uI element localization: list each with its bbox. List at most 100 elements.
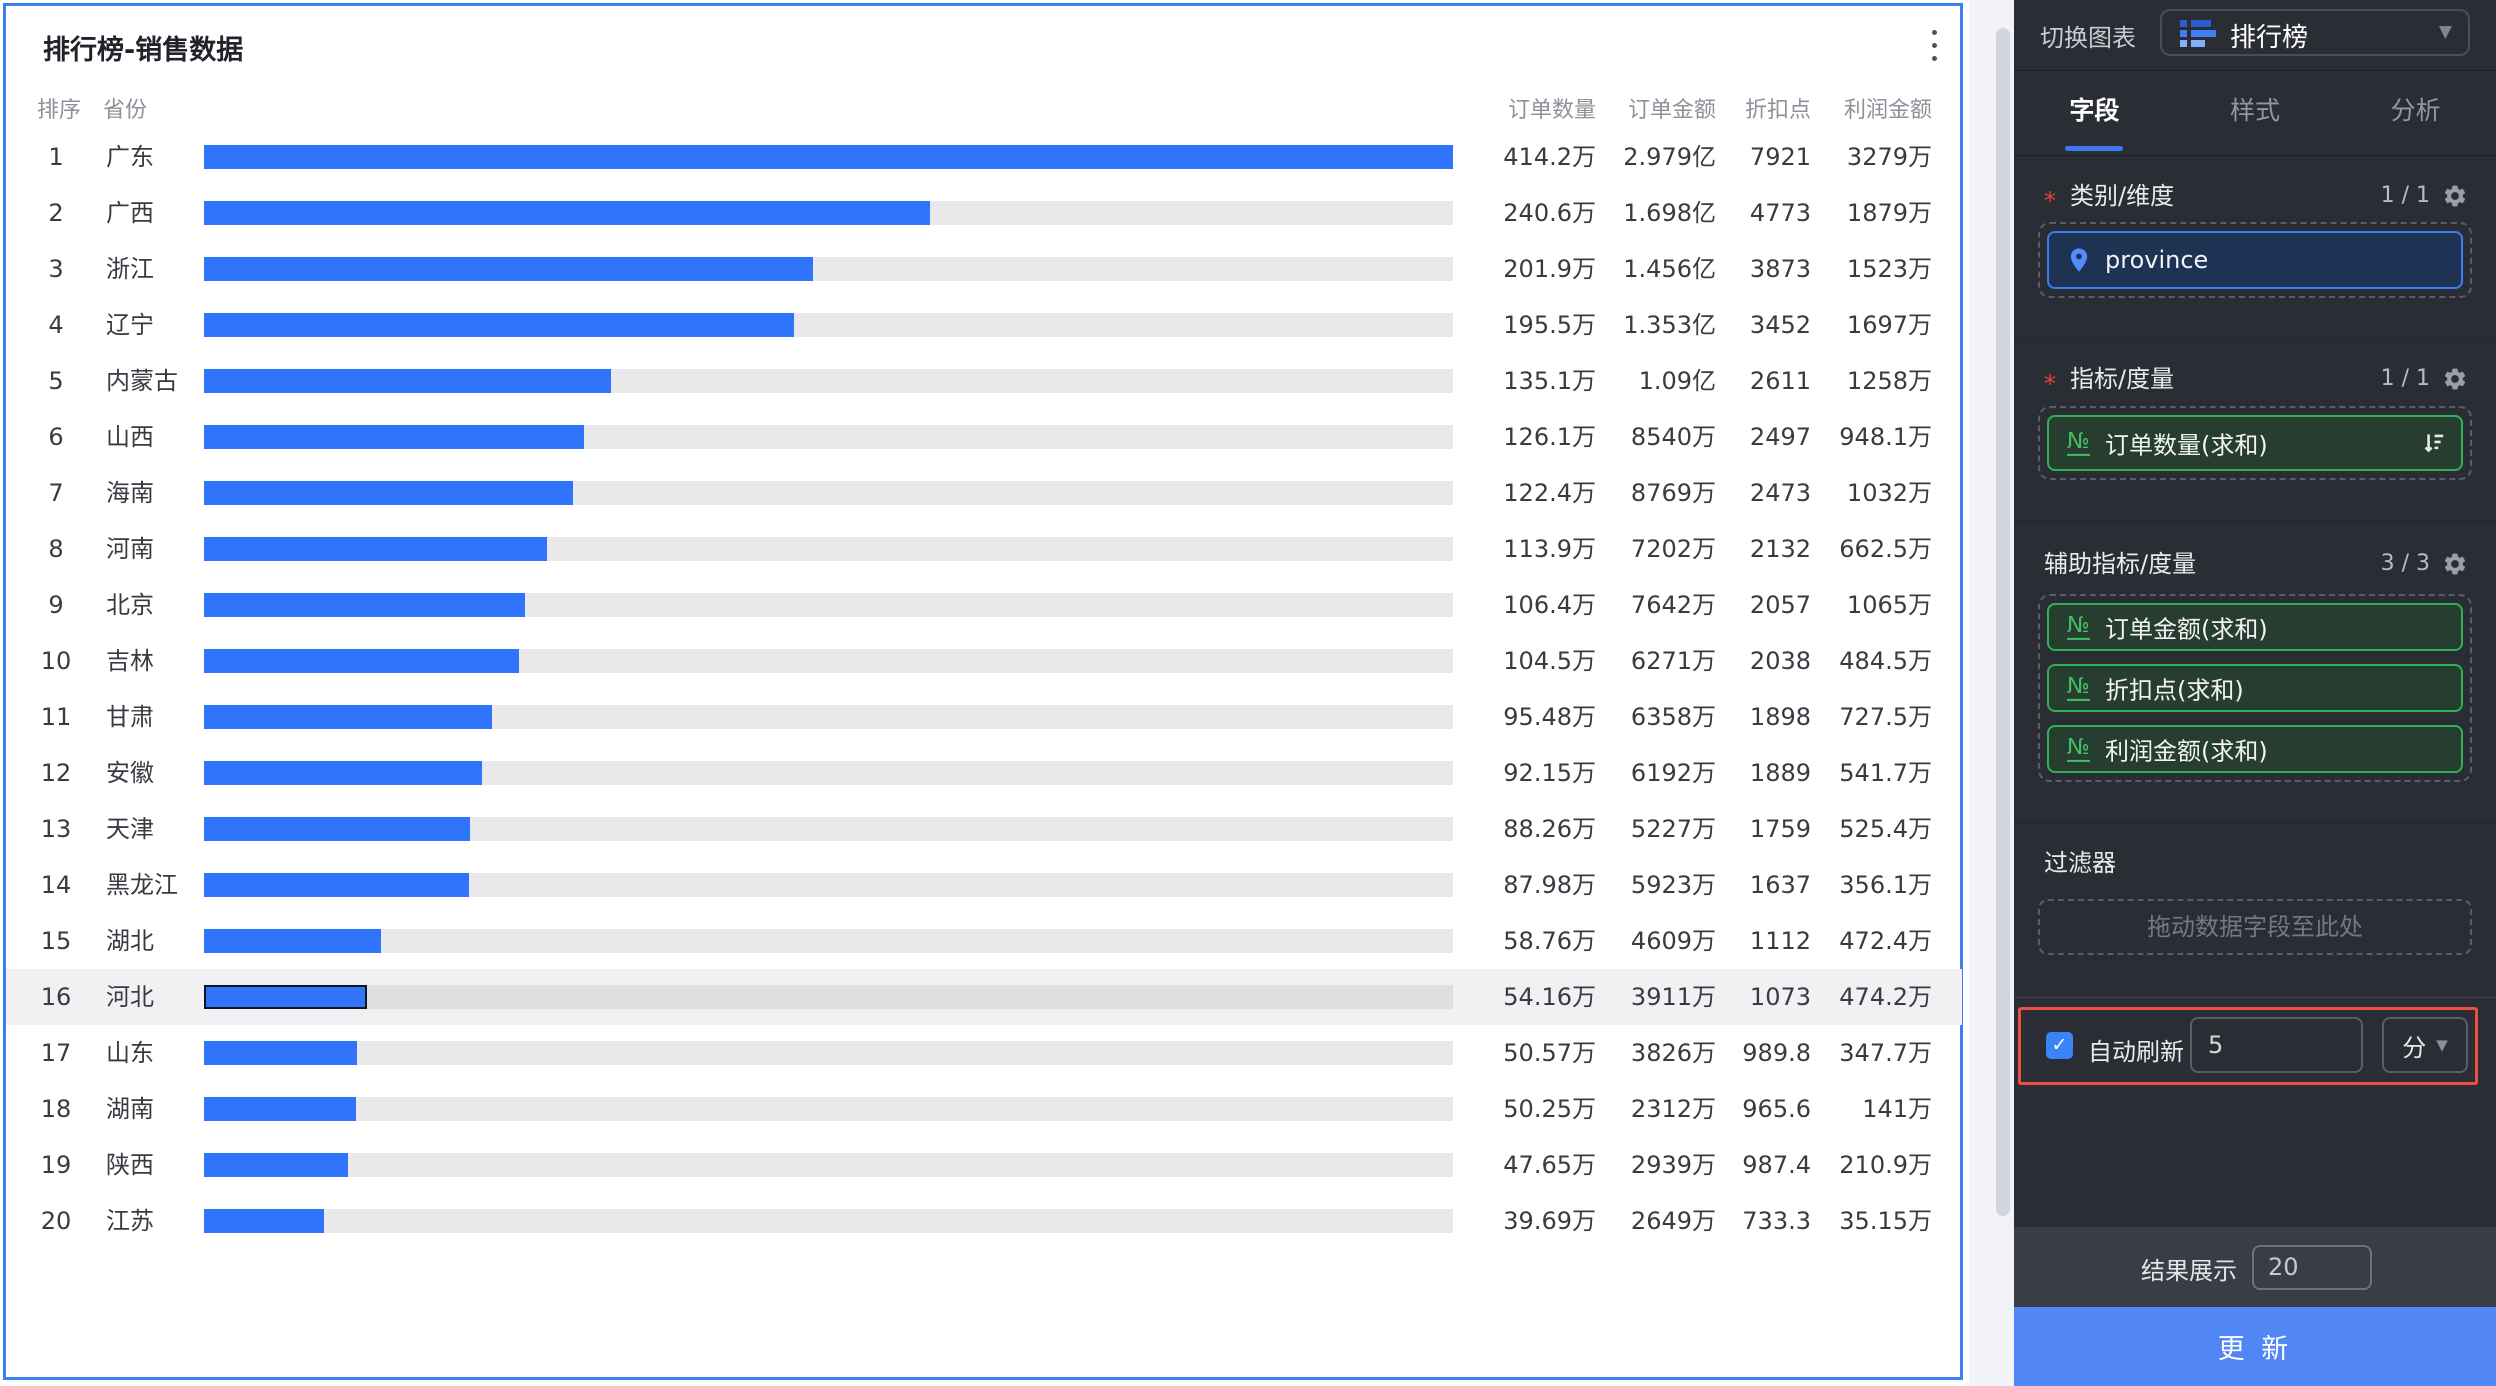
measure-dropzone[interactable]: № 订单数量(求和) bbox=[2038, 406, 2472, 480]
amount-cell: 7202万 bbox=[1630, 535, 1716, 563]
discount-cell: 965.6 bbox=[1742, 1095, 1811, 1123]
table-row[interactable]: 11 甘肃 95.48万 6358万 1898 727.5万 bbox=[6, 689, 1962, 745]
sort-descending-icon[interactable] bbox=[2421, 430, 2447, 456]
bar[interactable] bbox=[204, 481, 574, 505]
tab-style[interactable]: 样式 bbox=[2230, 96, 2281, 125]
bar[interactable] bbox=[204, 929, 382, 953]
table-row[interactable]: 14 黑龙江 87.98万 5923万 1637 356.1万 bbox=[6, 857, 1962, 913]
table-row[interactable]: 6 山西 126.1万 8540万 2497 948.1万 bbox=[6, 409, 1962, 465]
bar[interactable] bbox=[204, 313, 794, 337]
bar[interactable] bbox=[204, 257, 813, 281]
category-dropzone[interactable]: province bbox=[2038, 222, 2472, 298]
chip-label: 利润金额(求和) bbox=[2105, 737, 2268, 766]
orders-cell: 58.76万 bbox=[1503, 927, 1596, 955]
bar[interactable] bbox=[204, 649, 520, 673]
auto-refresh-checkbox[interactable]: ✓ bbox=[2046, 1032, 2073, 1059]
table-row[interactable]: 8 河南 113.9万 7202万 2132 662.5万 bbox=[6, 521, 1962, 577]
chevron-down-icon: ▼ bbox=[2436, 1036, 2448, 1054]
table-row[interactable]: 1 广东 414.2万 2.979亿 7921 3279万 bbox=[6, 129, 1962, 185]
tab-analysis[interactable]: 分析 bbox=[2390, 96, 2441, 125]
province-cell: 广西 bbox=[106, 199, 154, 227]
dimension-chip[interactable]: province bbox=[2047, 231, 2463, 289]
bar-track bbox=[204, 761, 1453, 785]
bar[interactable] bbox=[204, 873, 470, 897]
rank-cell: 2 bbox=[48, 199, 64, 227]
province-cell: 甘肃 bbox=[106, 703, 154, 731]
chart-type-select[interactable]: 排行榜 ▼ bbox=[2160, 9, 2470, 56]
measure-chip[interactable]: № 订单数量(求和) bbox=[2047, 415, 2463, 471]
table-row[interactable]: 5 内蒙古 135.1万 1.09亿 2611 1258万 bbox=[6, 353, 1962, 409]
discount-cell: 989.8 bbox=[1742, 1039, 1811, 1067]
profit-cell: 35.15万 bbox=[1839, 1207, 1932, 1235]
bar[interactable] bbox=[204, 369, 612, 393]
bar[interactable] bbox=[204, 985, 368, 1009]
aux-count: 3 / 3 bbox=[2380, 551, 2430, 576]
scrollbar-thumb[interactable] bbox=[1996, 28, 2010, 1216]
bar[interactable] bbox=[204, 425, 585, 449]
profit-cell: 472.4万 bbox=[1839, 927, 1932, 955]
orders-cell: 201.9万 bbox=[1503, 255, 1596, 283]
table-row[interactable]: 20 江苏 39.69万 2649万 733.3 35.15万 bbox=[6, 1193, 1962, 1249]
filter-dropzone[interactable]: 拖动数据字段至此处 bbox=[2038, 899, 2472, 955]
result-count-input[interactable]: 20 bbox=[2252, 1245, 2372, 1290]
bar-track bbox=[204, 537, 1453, 561]
table-row[interactable]: 19 陕西 47.65万 2939万 987.4 210.9万 bbox=[6, 1137, 1962, 1193]
measure-chip[interactable]: № 利润金额(求和) bbox=[2047, 725, 2463, 773]
table-row[interactable]: 16 河北 54.16万 3911万 1073 474.2万 bbox=[6, 969, 1962, 1025]
table-row[interactable]: 9 北京 106.4万 7642万 2057 1065万 bbox=[6, 577, 1962, 633]
tab-fields[interactable]: 字段 bbox=[2069, 96, 2120, 125]
measure-chip[interactable]: № 订单金额(求和) bbox=[2047, 603, 2463, 651]
table-row[interactable]: 17 山东 50.57万 3826万 989.8 347.7万 bbox=[6, 1025, 1962, 1081]
bar[interactable] bbox=[204, 761, 482, 785]
gear-icon[interactable] bbox=[2442, 183, 2468, 209]
table-row[interactable]: 4 辽宁 195.5万 1.353亿 3452 1697万 bbox=[6, 297, 1962, 353]
table-row[interactable]: 18 湖南 50.25万 2312万 965.6 141万 bbox=[6, 1081, 1962, 1137]
scrollbar-track[interactable] bbox=[1969, 0, 2014, 1386]
bar[interactable] bbox=[204, 1209, 324, 1233]
province-cell: 山东 bbox=[106, 1039, 154, 1067]
header-amount: 订单金额 bbox=[1627, 98, 1716, 123]
bar[interactable] bbox=[204, 705, 492, 729]
bar[interactable] bbox=[204, 1041, 357, 1065]
bar[interactable] bbox=[204, 1153, 348, 1177]
province-cell: 辽宁 bbox=[106, 311, 154, 339]
bar[interactable] bbox=[204, 593, 525, 617]
measure-chip[interactable]: № 折扣点(求和) bbox=[2047, 664, 2463, 712]
amount-cell: 1.09亿 bbox=[1638, 367, 1716, 395]
chart-type-value: 排行榜 bbox=[2230, 23, 2309, 53]
table-row[interactable]: 13 天津 88.26万 5227万 1759 525.4万 bbox=[6, 801, 1962, 857]
amount-cell: 5923万 bbox=[1630, 871, 1716, 899]
bar[interactable] bbox=[204, 201, 930, 225]
bar[interactable] bbox=[204, 817, 471, 841]
switch-chart-label: 切换图表 bbox=[2040, 24, 2136, 52]
bar[interactable] bbox=[204, 145, 1453, 169]
orders-cell: 113.9万 bbox=[1503, 535, 1596, 563]
rank-cell: 4 bbox=[48, 311, 64, 339]
gear-icon[interactable] bbox=[2442, 551, 2468, 577]
bar-track bbox=[204, 593, 1453, 617]
refresh-interval-input[interactable]: 5 bbox=[2190, 1017, 2363, 1073]
gear-icon[interactable] bbox=[2442, 366, 2468, 392]
table-row[interactable]: 7 海南 122.4万 8769万 2473 1032万 bbox=[6, 465, 1962, 521]
discount-cell: 2497 bbox=[1749, 423, 1811, 451]
table-row[interactable]: 10 吉林 104.5万 6271万 2038 484.5万 bbox=[6, 633, 1962, 689]
profit-cell: 1258万 bbox=[1846, 367, 1932, 395]
amount-cell: 1.353亿 bbox=[1623, 311, 1716, 339]
ranking-rows: 1 广东 414.2万 2.979亿 7921 3279万 2 广西 240.6万 1.698亿 4… bbox=[6, 129, 1962, 1249]
rank-cell: 15 bbox=[40, 927, 72, 955]
table-row[interactable]: 3 浙江 201.9万 1.456亿 3873 1523万 bbox=[6, 241, 1962, 297]
aux-dropzone[interactable]: № 订单金额(求和) № 折扣点(求和) № 利润金额(求和) bbox=[2038, 594, 2472, 782]
more-options-icon[interactable] bbox=[1924, 30, 1944, 74]
rank-cell: 17 bbox=[40, 1039, 72, 1067]
header-profit: 利润金额 bbox=[1843, 98, 1932, 123]
profit-cell: 141万 bbox=[1862, 1095, 1932, 1123]
orders-cell: 39.69万 bbox=[1503, 1207, 1596, 1235]
table-row[interactable]: 2 广西 240.6万 1.698亿 4773 1879万 bbox=[6, 185, 1962, 241]
table-row[interactable]: 15 湖北 58.76万 4609万 1112 472.4万 bbox=[6, 913, 1962, 969]
refresh-unit-select[interactable]: 分 ▼ bbox=[2382, 1017, 2468, 1073]
update-button[interactable]: 更 新 bbox=[2014, 1307, 2496, 1386]
bar[interactable] bbox=[204, 537, 548, 561]
amount-cell: 5227万 bbox=[1630, 815, 1716, 843]
bar[interactable] bbox=[204, 1097, 356, 1121]
table-row[interactable]: 12 安徽 92.15万 6192万 1889 541.7万 bbox=[6, 745, 1962, 801]
